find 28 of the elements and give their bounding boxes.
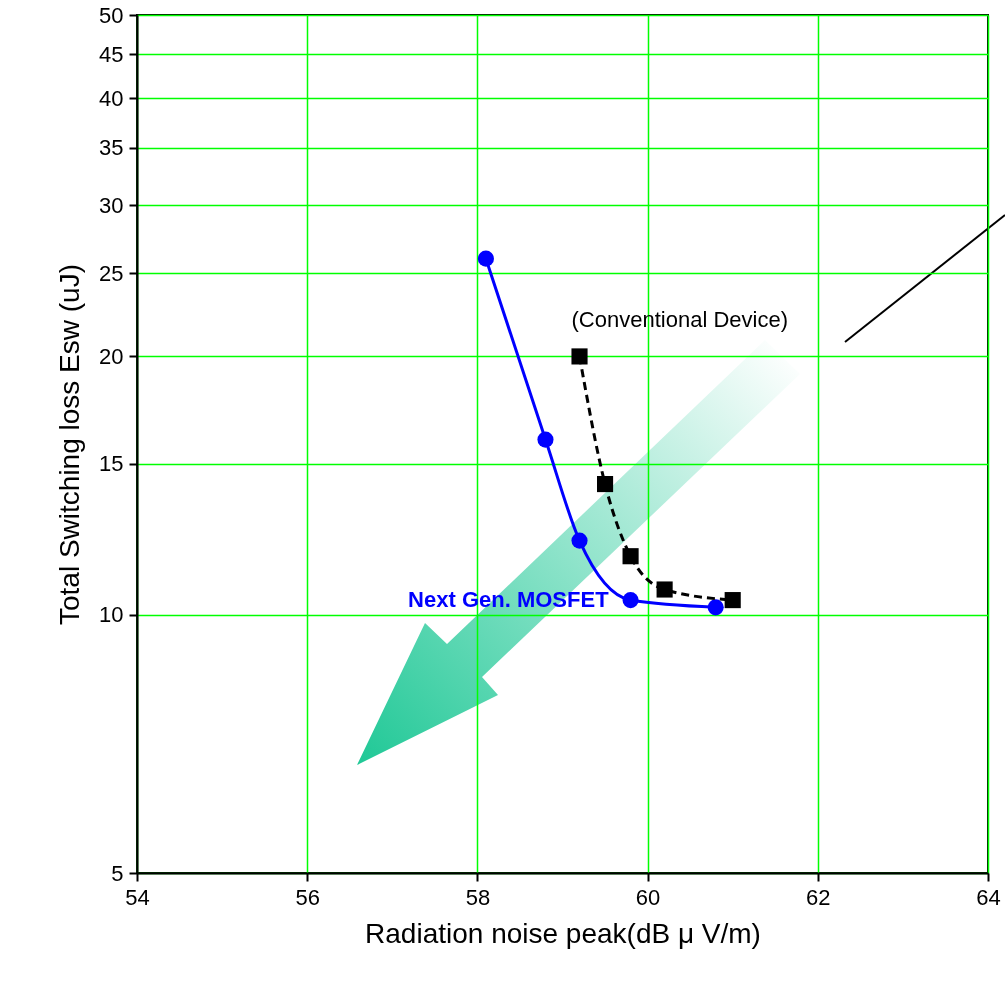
y-tick-label: 15 — [99, 451, 124, 477]
x-tick-label: 56 — [295, 884, 320, 910]
y-tick-label: 35 — [99, 135, 124, 161]
y-tick-label: 30 — [99, 192, 124, 218]
point — [622, 548, 639, 565]
x-tick-label: 62 — [806, 884, 831, 910]
point — [571, 348, 588, 365]
y-tick-label: 50 — [99, 2, 124, 28]
x-tick-label: 58 — [465, 884, 491, 910]
y-tick-label: 5 — [111, 860, 124, 886]
x-tick-label: 64 — [976, 884, 1001, 910]
point — [656, 581, 673, 598]
y-tick-label: 45 — [99, 41, 124, 67]
y-tick-label: 25 — [99, 260, 124, 286]
point — [596, 475, 614, 493]
x-axis-title: Radiation noise peak(dB μ V/m) — [365, 917, 761, 949]
point — [724, 592, 741, 609]
point — [537, 431, 554, 448]
x-tick-label: 54 — [125, 884, 150, 910]
y-tick-label: 20 — [99, 343, 124, 369]
point — [707, 599, 724, 616]
y-axis-title: Total Switching loss Esw (uJ) — [54, 263, 86, 626]
point — [571, 532, 588, 549]
point — [477, 250, 494, 267]
y-tick-label: 40 — [99, 85, 124, 111]
x-tick-label: 60 — [635, 884, 661, 910]
y-tick-label: 10 — [99, 602, 124, 628]
point — [622, 592, 639, 609]
